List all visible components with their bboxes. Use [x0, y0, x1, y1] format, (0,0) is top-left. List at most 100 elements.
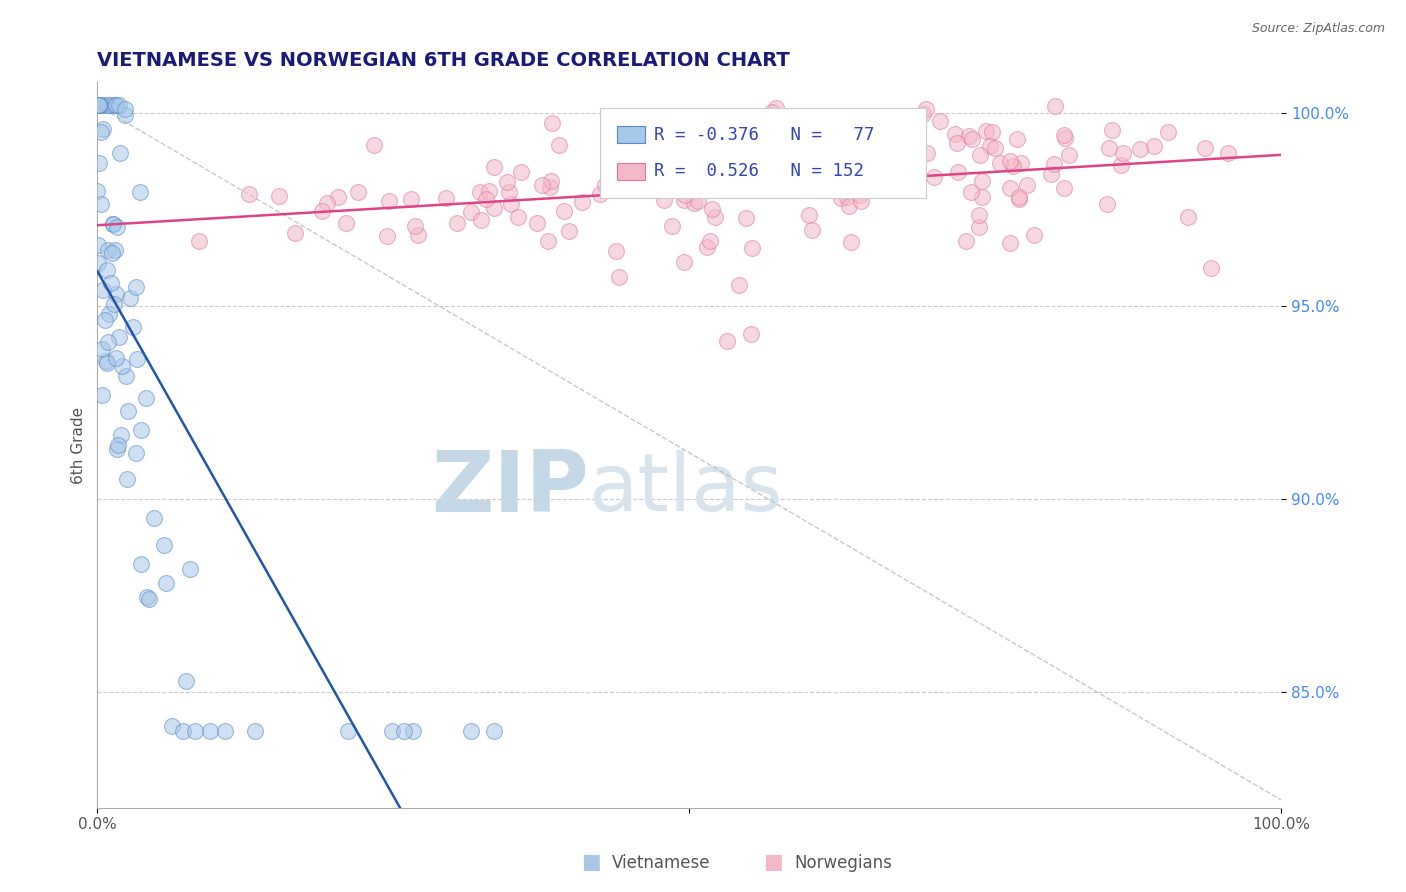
Point — [284, 227, 307, 241]
Point — [394, 723, 416, 738]
Point — [406, 228, 429, 243]
Text: R =  0.526   N = 152: R = 0.526 N = 152 — [654, 162, 863, 180]
Point — [786, 135, 808, 149]
Point — [122, 320, 145, 334]
Point — [484, 723, 506, 738]
Point — [243, 723, 266, 738]
Point — [91, 98, 114, 112]
Point — [87, 98, 110, 112]
Point — [1095, 197, 1118, 211]
FancyBboxPatch shape — [600, 108, 927, 198]
Point — [105, 286, 128, 301]
Point — [1142, 139, 1164, 153]
Point — [830, 123, 852, 137]
Point — [460, 723, 482, 738]
Point — [960, 186, 983, 200]
Point — [401, 723, 423, 738]
Point — [101, 245, 124, 260]
Point — [1057, 147, 1080, 161]
Point — [786, 176, 808, 190]
Point — [789, 156, 811, 170]
Point — [682, 161, 704, 175]
Point — [1043, 157, 1066, 171]
Point — [1101, 123, 1123, 137]
Point — [311, 203, 333, 218]
Point — [125, 279, 148, 293]
Point — [526, 216, 548, 230]
Point — [1109, 158, 1132, 172]
Point — [972, 174, 994, 188]
Point — [100, 276, 122, 290]
Point — [837, 190, 859, 204]
Point — [183, 723, 205, 738]
Point — [765, 101, 787, 115]
Point — [696, 240, 718, 254]
Point — [1002, 159, 1025, 173]
Point — [969, 148, 991, 162]
Text: VIETNAMESE VS NORWEGIAN 6TH GRADE CORRELATION CHART: VIETNAMESE VS NORWEGIAN 6TH GRADE CORREL… — [97, 51, 790, 70]
Point — [96, 98, 118, 112]
Point — [979, 139, 1001, 153]
Point — [1112, 145, 1135, 160]
Point — [673, 187, 696, 202]
Point — [841, 235, 863, 249]
Point — [434, 191, 457, 205]
Point — [104, 98, 127, 112]
Point — [1216, 145, 1239, 160]
Point — [200, 723, 222, 738]
Point — [127, 351, 149, 366]
Point — [946, 164, 969, 178]
Point — [915, 145, 938, 160]
Point — [536, 234, 558, 248]
Point — [136, 591, 159, 605]
Point — [838, 199, 860, 213]
Text: ■: ■ — [763, 853, 783, 872]
Point — [104, 98, 127, 112]
Point — [375, 228, 398, 243]
FancyBboxPatch shape — [617, 126, 645, 144]
Point — [911, 107, 934, 121]
Point — [984, 141, 1007, 155]
Point — [129, 423, 152, 437]
Point — [1054, 131, 1077, 145]
Point — [697, 159, 720, 173]
Point — [830, 191, 852, 205]
Point — [160, 719, 183, 733]
Point — [475, 192, 498, 206]
Point — [756, 114, 779, 128]
Point — [96, 355, 118, 369]
Point — [89, 98, 111, 112]
Point — [381, 723, 404, 738]
Point — [540, 174, 562, 188]
Point — [510, 165, 533, 179]
Point — [267, 189, 290, 203]
Point — [508, 211, 530, 225]
Point — [800, 223, 823, 237]
Point — [967, 208, 990, 222]
Point — [589, 186, 612, 201]
Point — [1194, 141, 1216, 155]
Point — [120, 291, 142, 305]
Point — [315, 196, 337, 211]
Text: Norwegians: Norwegians — [794, 855, 893, 872]
Point — [172, 723, 194, 738]
Point — [103, 296, 125, 310]
Point — [1053, 128, 1076, 142]
Text: Vietnamese: Vietnamese — [612, 855, 710, 872]
Point — [700, 202, 723, 216]
Point — [905, 178, 928, 192]
Text: ■: ■ — [581, 853, 600, 872]
Point — [703, 210, 725, 224]
Point — [97, 335, 120, 350]
Point — [848, 188, 870, 202]
Point — [643, 180, 665, 194]
Point — [845, 130, 868, 145]
Point — [605, 244, 627, 258]
Point — [1010, 156, 1032, 170]
Point — [762, 146, 785, 161]
Point — [87, 98, 110, 112]
Point — [363, 138, 385, 153]
Point — [638, 163, 661, 178]
Point — [955, 235, 977, 249]
Point — [548, 138, 571, 153]
